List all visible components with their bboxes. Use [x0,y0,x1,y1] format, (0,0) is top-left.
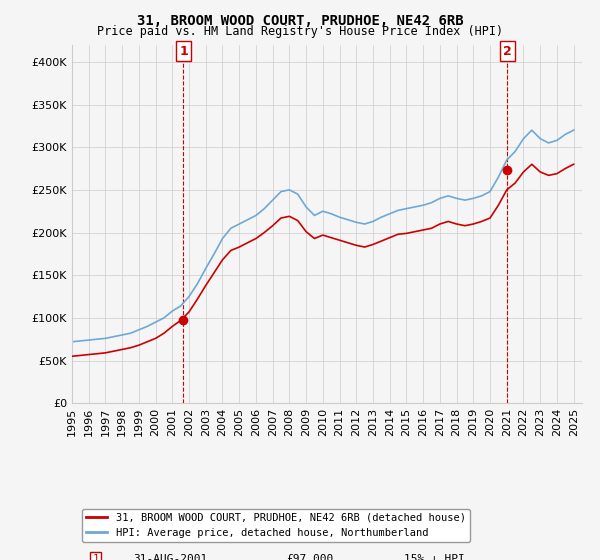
Text: 31, BROOM WOOD COURT, PRUDHOE, NE42 6RB: 31, BROOM WOOD COURT, PRUDHOE, NE42 6RB [137,14,463,28]
Text: Price paid vs. HM Land Registry's House Price Index (HPI): Price paid vs. HM Land Registry's House … [97,25,503,38]
Text: 2: 2 [503,45,512,58]
Text: £97,000: £97,000 [286,554,334,560]
Text: 15% ↓ HPI: 15% ↓ HPI [404,554,464,560]
Text: 1: 1 [179,45,188,58]
Legend: 31, BROOM WOOD COURT, PRUDHOE, NE42 6RB (detached house), HPI: Average price, de: 31, BROOM WOOD COURT, PRUDHOE, NE42 6RB … [82,509,470,542]
Text: 1: 1 [92,554,99,560]
Text: 31-AUG-2001: 31-AUG-2001 [133,554,208,560]
